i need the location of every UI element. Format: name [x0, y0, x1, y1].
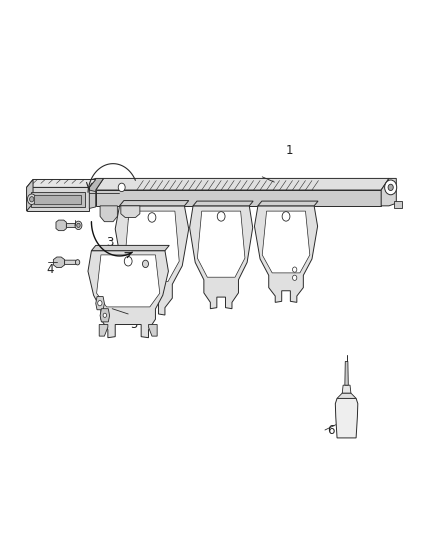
Polygon shape [97, 255, 160, 307]
Circle shape [148, 213, 156, 222]
Polygon shape [34, 195, 81, 204]
Polygon shape [381, 179, 396, 206]
Polygon shape [27, 180, 96, 188]
Polygon shape [262, 211, 310, 273]
Text: 6: 6 [327, 424, 335, 437]
Polygon shape [337, 393, 356, 398]
Polygon shape [336, 398, 358, 438]
Polygon shape [394, 200, 402, 208]
Circle shape [145, 274, 150, 279]
Circle shape [124, 256, 132, 266]
Polygon shape [345, 361, 348, 385]
Polygon shape [27, 180, 33, 211]
Circle shape [118, 183, 125, 191]
Polygon shape [254, 206, 318, 302]
Polygon shape [258, 201, 318, 206]
Polygon shape [100, 206, 117, 222]
Polygon shape [65, 260, 77, 264]
Polygon shape [100, 309, 110, 322]
Circle shape [75, 260, 80, 265]
Polygon shape [115, 206, 189, 315]
Circle shape [28, 194, 36, 205]
Polygon shape [99, 325, 108, 336]
Polygon shape [96, 179, 389, 190]
Polygon shape [88, 251, 168, 338]
Circle shape [282, 212, 290, 221]
Circle shape [75, 221, 82, 230]
Polygon shape [148, 325, 157, 336]
Polygon shape [190, 206, 253, 309]
Circle shape [293, 267, 297, 272]
Polygon shape [27, 188, 89, 211]
Polygon shape [96, 296, 104, 310]
Polygon shape [193, 201, 253, 206]
Circle shape [217, 212, 225, 221]
Circle shape [98, 301, 102, 306]
Circle shape [142, 260, 148, 268]
Polygon shape [89, 190, 96, 208]
Polygon shape [31, 191, 85, 207]
Circle shape [103, 313, 106, 317]
Polygon shape [125, 211, 179, 281]
Circle shape [385, 180, 397, 195]
Polygon shape [342, 385, 351, 393]
Polygon shape [56, 220, 66, 231]
Polygon shape [120, 200, 189, 206]
Circle shape [30, 197, 34, 202]
Text: 3: 3 [106, 236, 114, 249]
Polygon shape [92, 245, 169, 251]
Text: 5: 5 [131, 318, 138, 331]
Polygon shape [96, 190, 381, 206]
Text: 4: 4 [46, 263, 53, 276]
Polygon shape [198, 211, 245, 277]
Polygon shape [88, 179, 103, 206]
Circle shape [293, 275, 297, 280]
Text: 1: 1 [286, 144, 293, 157]
Polygon shape [121, 206, 140, 217]
Text: 2: 2 [126, 210, 134, 223]
Polygon shape [53, 257, 65, 268]
Circle shape [77, 223, 80, 228]
Polygon shape [66, 223, 78, 228]
Circle shape [145, 285, 150, 290]
Circle shape [388, 184, 393, 191]
